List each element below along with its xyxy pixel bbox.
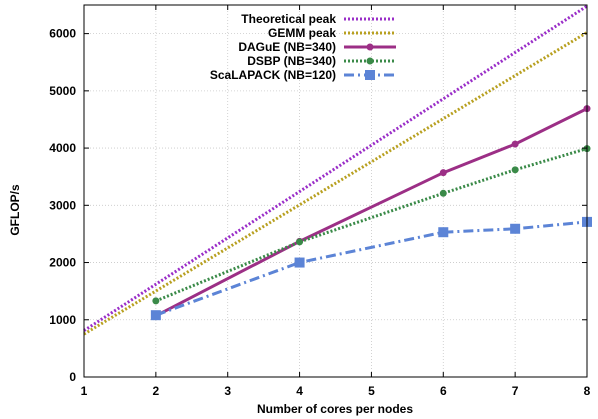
legend-label: DAGuE (NB=340) <box>238 40 336 54</box>
y-tick-label: 2000 <box>49 256 76 270</box>
legend-label: Theoretical peak <box>241 12 336 26</box>
x-tick-label: 3 <box>224 384 231 398</box>
data-point <box>294 257 305 268</box>
axes: 1 2 3 4 5 6 7 8 0 1000 2000 3000 4000 5000 6000 <box>49 4 591 398</box>
x-tick-label: 1 <box>81 384 88 398</box>
series-line <box>83 31 588 336</box>
plot-frame <box>83 4 588 378</box>
legend-item: DSBP (NB=340) <box>247 54 396 68</box>
legend-item: ScaLAPACK (NB=120) <box>210 68 396 82</box>
y-tick-label: 3000 <box>49 198 76 212</box>
y-axis-title: GFLOP/s <box>8 184 22 236</box>
x-tick-label: 4 <box>296 384 303 398</box>
data-point <box>438 227 449 238</box>
legend-label: GEMM peak <box>268 26 336 40</box>
y-tick-label: 0 <box>69 370 76 384</box>
data-point <box>296 238 304 246</box>
series-line <box>155 220 588 317</box>
legend-item: DAGuE (NB=340) <box>238 40 396 54</box>
legend-item: Theoretical peak <box>241 12 396 26</box>
series-3 <box>152 145 591 305</box>
data-point <box>152 297 160 305</box>
data-point <box>511 166 519 174</box>
series-1 <box>83 31 588 336</box>
series-4 <box>150 216 592 321</box>
x-tick-label: 7 <box>512 384 519 398</box>
y-tick-label: 5000 <box>49 84 76 98</box>
series-layer <box>83 4 592 336</box>
y-tick-label: 4000 <box>49 141 76 155</box>
legend-marker <box>366 57 374 65</box>
x-tick-label: 5 <box>368 384 375 398</box>
legend-label: ScaLAPACK (NB=120) <box>210 68 336 82</box>
legend-item: GEMM peak <box>268 26 396 40</box>
y-tick-label: 6000 <box>49 27 76 41</box>
x-tick-label: 2 <box>153 384 160 398</box>
x-axis-title: Number of cores per nodes <box>257 402 413 416</box>
x-tick-label: 6 <box>440 384 447 398</box>
data-point <box>510 223 521 234</box>
y-tick-label: 1000 <box>49 313 76 327</box>
data-point <box>511 140 519 148</box>
legend-marker <box>366 43 374 51</box>
data-point <box>439 169 447 177</box>
legend-label: DSBP (NB=340) <box>247 54 336 68</box>
x-tick-label: 8 <box>584 384 591 398</box>
data-point <box>439 189 447 197</box>
legend-marker <box>365 70 375 80</box>
data-point <box>150 310 161 321</box>
